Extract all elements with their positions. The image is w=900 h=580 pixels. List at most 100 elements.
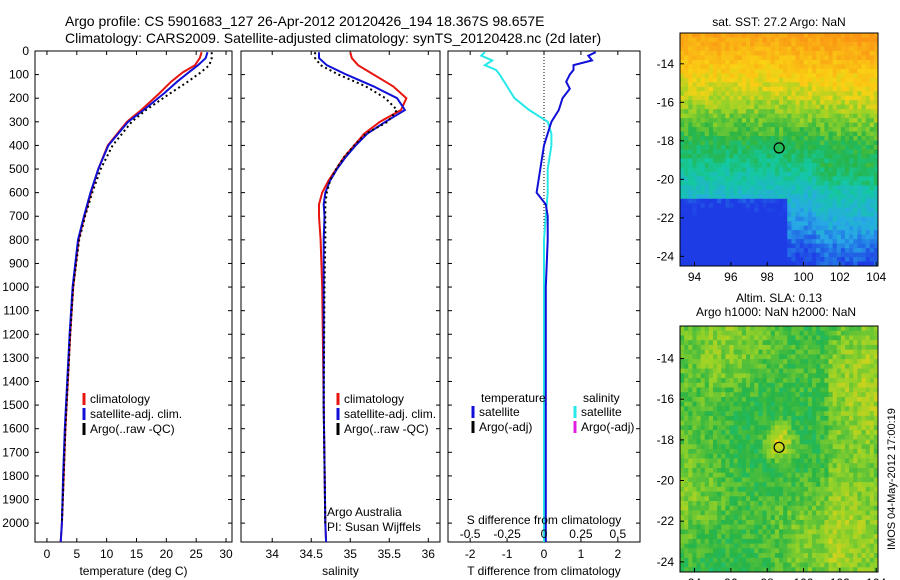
map-cell <box>733 243 739 249</box>
map-cell <box>746 189 751 195</box>
map-cell <box>865 420 871 426</box>
map-cell <box>816 326 821 332</box>
map-cell <box>746 330 751 336</box>
map-cell <box>799 131 805 137</box>
map-cell <box>849 373 854 379</box>
map-cell <box>704 392 710 398</box>
map-cell <box>774 392 780 398</box>
map-cell <box>799 472 805 478</box>
map-cell <box>828 415 834 422</box>
map-cell <box>680 534 685 540</box>
map-cell <box>684 176 689 182</box>
map-cell <box>787 149 792 155</box>
map-cell <box>754 127 759 132</box>
map-cell <box>791 472 796 478</box>
map-cell <box>725 55 730 61</box>
map-cell <box>688 158 693 164</box>
map-cell <box>873 221 879 227</box>
map-cell <box>766 230 772 236</box>
map-cell <box>725 472 730 478</box>
map-cell <box>849 140 854 146</box>
map-cell <box>836 77 842 83</box>
map-cell <box>717 149 722 155</box>
map-cell <box>766 64 772 70</box>
map-cell <box>869 248 875 253</box>
map-cell <box>733 239 739 244</box>
map-cell <box>684 444 689 450</box>
map-cell <box>857 439 862 445</box>
map-cell <box>853 189 858 195</box>
map-cell <box>865 127 871 132</box>
map-cell <box>836 472 842 478</box>
map-cell <box>774 77 780 83</box>
map-cell <box>725 326 730 332</box>
map-cell <box>803 477 809 483</box>
map-cell <box>828 167 834 173</box>
map-cell <box>746 243 751 249</box>
map-cell <box>779 453 784 459</box>
map-cell <box>849 515 854 521</box>
map-cell <box>845 252 850 258</box>
map-cell <box>721 140 726 146</box>
map-cell <box>741 118 747 124</box>
map-cell <box>708 538 714 545</box>
map-cell <box>713 330 718 336</box>
map-cell <box>799 212 805 218</box>
map-cell <box>696 524 702 530</box>
map-cell <box>746 64 751 70</box>
map-cell <box>873 122 879 128</box>
map-cell <box>758 444 763 450</box>
map-cell <box>680 64 685 70</box>
map-cell <box>688 162 693 168</box>
map-cell <box>803 136 809 141</box>
map-cell <box>721 482 726 488</box>
map-cell <box>824 95 829 101</box>
map-cell <box>857 162 862 168</box>
map-cell <box>721 127 726 132</box>
map-cell <box>741 449 747 455</box>
map-cell <box>787 194 792 200</box>
map-cell <box>791 225 796 231</box>
map-cell <box>853 100 858 106</box>
map-cell <box>865 221 871 227</box>
map-cell <box>729 420 735 426</box>
map-cell <box>865 453 871 459</box>
map-cell <box>820 153 825 159</box>
map-cell <box>861 261 867 267</box>
map-cell <box>849 225 854 231</box>
map-cell <box>762 359 768 365</box>
map-cell <box>824 50 829 56</box>
map-cell <box>791 118 796 124</box>
map-cell <box>717 95 722 101</box>
map-cell <box>836 122 842 128</box>
map-cell <box>766 477 772 483</box>
map-cell <box>832 434 838 440</box>
map-cell <box>696 207 702 213</box>
map-cell <box>688 171 693 177</box>
map-cell <box>721 340 726 346</box>
map-cell <box>828 373 834 379</box>
map-cell <box>692 203 697 209</box>
map-cell <box>857 203 862 209</box>
map-cell <box>803 430 809 436</box>
map-cell <box>799 230 805 236</box>
map-cell <box>688 55 693 61</box>
map-cell <box>700 373 706 379</box>
map-cell <box>832 415 838 422</box>
map-cell <box>721 257 726 262</box>
map-cell <box>729 131 735 137</box>
map-cell <box>688 406 693 412</box>
map-cell <box>861 444 867 450</box>
map-cell <box>857 64 862 70</box>
map-cell <box>754 33 759 38</box>
map-cell <box>836 158 842 164</box>
map-cell <box>774 243 780 249</box>
map-cell <box>766 496 772 502</box>
map-cell <box>836 439 842 445</box>
map-cell <box>770 363 776 369</box>
map-cell <box>700 77 706 83</box>
map-cell <box>737 515 743 521</box>
map-cell <box>713 354 718 360</box>
map-cell <box>688 515 693 521</box>
map-cell <box>832 439 838 445</box>
